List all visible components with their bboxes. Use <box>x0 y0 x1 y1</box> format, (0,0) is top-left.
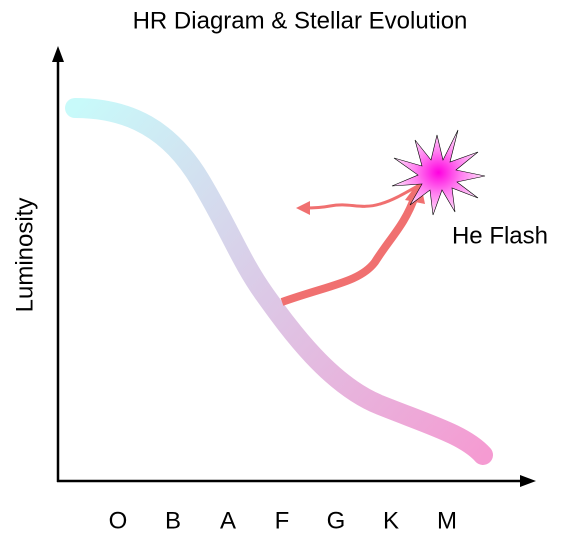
category-label: M <box>437 507 457 534</box>
return-track <box>303 176 433 210</box>
category-label: F <box>275 507 290 534</box>
main-sequence <box>65 98 493 465</box>
y-axis-label: Luminosity <box>11 198 38 313</box>
category-label: B <box>165 507 181 534</box>
title: HR Diagram & Stellar Evolution <box>133 7 468 34</box>
red-giant-track <box>280 194 419 306</box>
x-axis-arrow <box>520 475 536 487</box>
category-label: A <box>220 507 236 534</box>
he-flash-burst <box>391 129 486 216</box>
category-label: K <box>383 507 399 534</box>
category-label: O <box>109 507 128 534</box>
category-labels: O B A F G K M <box>109 507 457 534</box>
annotation: He Flash <box>452 222 548 249</box>
y-axis-arrow <box>52 46 64 62</box>
return-arrowhead <box>296 201 310 215</box>
category-label: G <box>327 507 346 534</box>
